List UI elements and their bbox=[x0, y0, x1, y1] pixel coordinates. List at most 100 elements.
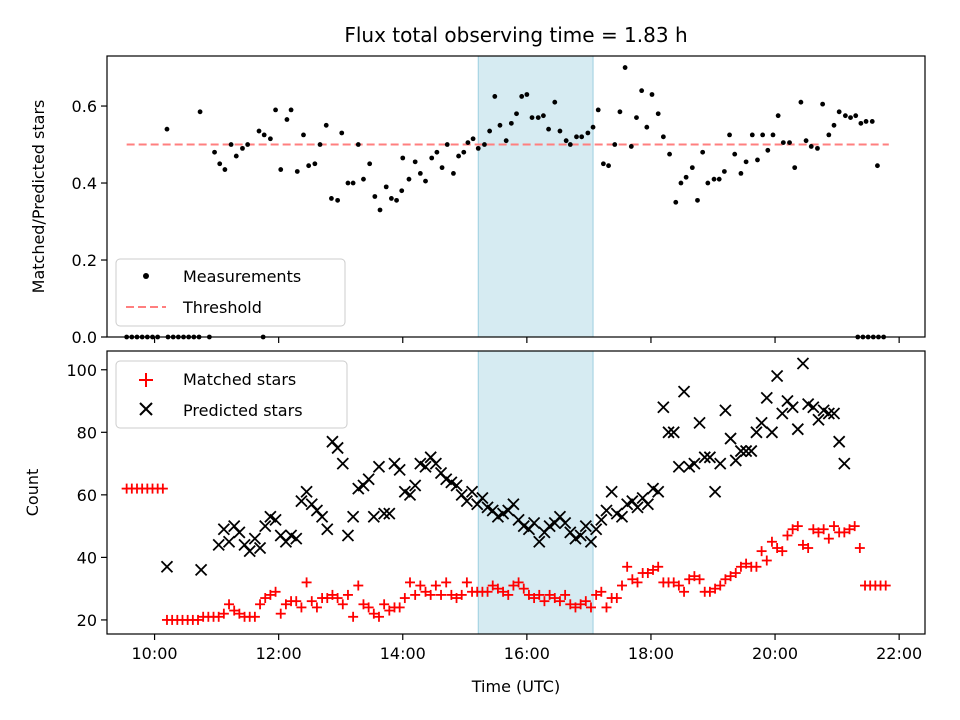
measurement-point bbox=[770, 132, 776, 138]
matched-star-point bbox=[291, 596, 302, 607]
predicted-star-point bbox=[362, 473, 375, 486]
x-tick-label: 10:00 bbox=[132, 644, 178, 663]
measurement-point bbox=[529, 115, 535, 120]
chart-title: Flux total observing time = 1.83 h bbox=[344, 23, 687, 47]
predicted-star-point bbox=[259, 519, 272, 533]
measurement-point bbox=[552, 99, 558, 105]
measurement-point bbox=[842, 113, 848, 119]
matched-star-point bbox=[534, 589, 545, 600]
legend-measurements-label: Measurements bbox=[183, 267, 301, 286]
predicted-star-point bbox=[465, 485, 479, 498]
predicted-stars-points bbox=[160, 357, 851, 577]
predicted-star-point bbox=[579, 519, 592, 533]
predicted-star-point bbox=[533, 535, 546, 548]
matched-star-point bbox=[265, 589, 276, 600]
top-y-ticks: 0.0 0.2 0.4 0.6 bbox=[72, 97, 107, 347]
matched-star-point bbox=[741, 558, 752, 569]
predicted-star-point bbox=[615, 510, 629, 523]
measurement-point bbox=[514, 111, 519, 117]
bot-y-tick-label: 40 bbox=[77, 548, 97, 567]
matched-star-point bbox=[792, 521, 803, 532]
measurement-point bbox=[875, 163, 880, 169]
predicted-star-point bbox=[677, 385, 691, 398]
legend-matched-label: Matched stars bbox=[183, 370, 296, 389]
measurement-point bbox=[606, 163, 611, 169]
matched-star-point bbox=[797, 539, 808, 550]
measurement-point bbox=[487, 128, 493, 134]
bot-y-tick-label: 60 bbox=[77, 486, 97, 505]
matched-star-point bbox=[508, 580, 519, 591]
matched-star-point bbox=[730, 568, 741, 579]
matched-star-point bbox=[322, 593, 333, 604]
predicted-star-point bbox=[600, 504, 613, 517]
measurement-point bbox=[644, 124, 650, 130]
matched-star-point bbox=[446, 589, 457, 600]
predicted-star-point bbox=[248, 532, 262, 545]
matched-star-point bbox=[684, 574, 695, 585]
measurement-point bbox=[590, 124, 596, 130]
matched-star-point bbox=[229, 605, 240, 616]
matched-star-point bbox=[782, 530, 793, 541]
measurement-point bbox=[228, 142, 234, 147]
matched-stars-points bbox=[121, 483, 891, 625]
predicted-star-point bbox=[574, 529, 587, 542]
top-legend: Measurements Threshold bbox=[115, 258, 346, 327]
matched-star-point bbox=[415, 580, 426, 591]
predicted-star-point bbox=[791, 423, 804, 436]
predicted-star-point bbox=[657, 401, 670, 414]
matched-star-point bbox=[420, 586, 431, 597]
matched-star-point bbox=[492, 583, 503, 594]
measurement-point bbox=[732, 151, 738, 157]
predicted-star-point bbox=[212, 538, 225, 552]
predicted-star-point bbox=[419, 460, 432, 473]
matched-star-point bbox=[394, 602, 405, 613]
predicted-star-point bbox=[724, 432, 737, 445]
predicted-star-point bbox=[367, 510, 380, 523]
matched-star-point bbox=[715, 580, 726, 591]
predicted-star-point bbox=[393, 463, 406, 476]
predicted-star-point bbox=[595, 513, 608, 526]
matched-star-point bbox=[766, 536, 777, 547]
predicted-star-point bbox=[667, 426, 680, 439]
predicted-star-point bbox=[672, 460, 686, 473]
matched-star-point bbox=[157, 483, 168, 494]
measurement-point bbox=[456, 153, 462, 159]
measurement-point bbox=[820, 101, 826, 107]
legend-threshold-label: Threshold bbox=[182, 298, 262, 317]
x-tick-label: 14:00 bbox=[380, 644, 426, 663]
measurement-point bbox=[212, 149, 217, 155]
matched-star-point bbox=[529, 593, 540, 604]
matched-star-point bbox=[549, 593, 560, 604]
matched-star-point bbox=[818, 524, 829, 535]
predicted-star-point bbox=[590, 523, 603, 536]
measurement-point bbox=[465, 140, 471, 146]
measurement-point bbox=[355, 142, 361, 147]
matched-star-point bbox=[756, 546, 767, 557]
x-tick-label: 12:00 bbox=[256, 644, 302, 663]
matched-star-point bbox=[854, 543, 865, 554]
predicted-star-point bbox=[605, 485, 618, 498]
measurement-point bbox=[461, 149, 467, 155]
matched-star-point bbox=[648, 564, 659, 575]
matched-star-point bbox=[379, 599, 390, 610]
predicted-star-point bbox=[838, 457, 851, 470]
matched-star-point bbox=[358, 599, 369, 610]
bottom-legend: Matched stars Predicted stars bbox=[115, 360, 348, 429]
measurement-point bbox=[780, 140, 786, 146]
matched-star-point bbox=[704, 586, 715, 597]
predicted-star-point bbox=[755, 416, 768, 430]
predicted-star-point bbox=[295, 494, 308, 508]
matched-star-point bbox=[616, 580, 627, 591]
measurement-point bbox=[721, 169, 727, 174]
matched-star-point bbox=[772, 543, 783, 554]
top-legend-box bbox=[115, 258, 346, 327]
predicted-star-point bbox=[584, 535, 598, 548]
measurement-point bbox=[803, 138, 809, 144]
matched-star-point bbox=[627, 574, 638, 585]
matched-star-point bbox=[513, 577, 524, 588]
measurement-point bbox=[557, 128, 563, 134]
measurement-point bbox=[787, 140, 792, 146]
bot-y-tick-label: 100 bbox=[66, 361, 97, 380]
matched-star-point bbox=[622, 561, 633, 572]
predicted-star-point bbox=[403, 488, 417, 501]
